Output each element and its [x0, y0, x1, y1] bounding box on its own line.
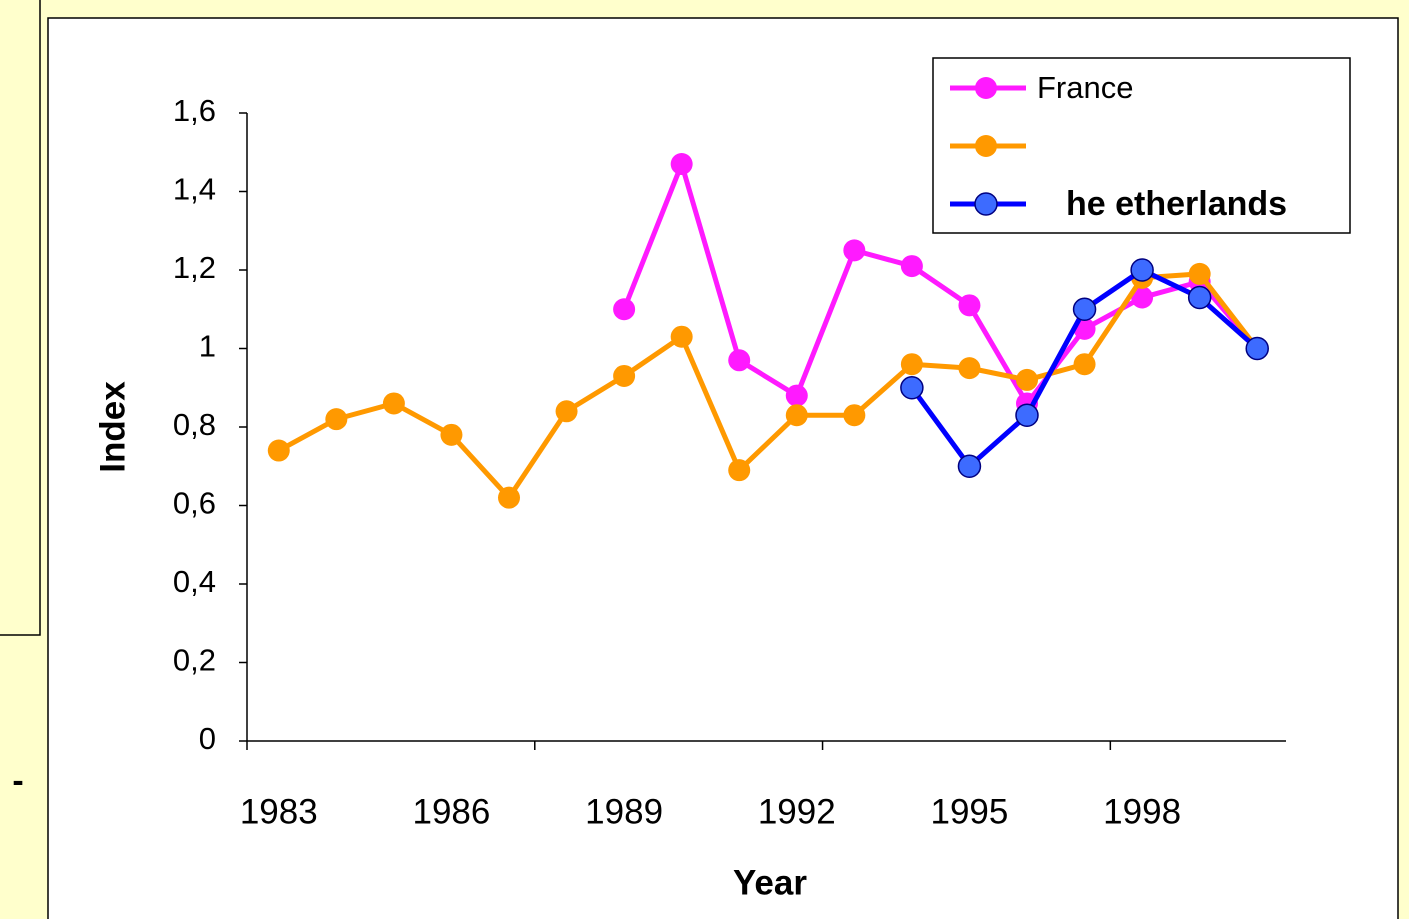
point [1073, 353, 1096, 376]
point [670, 153, 693, 176]
x-tick-label: 1986 [413, 792, 491, 831]
point [440, 423, 463, 446]
point [900, 353, 923, 376]
y-tick-label: 0,6 [173, 486, 216, 521]
legend-marker [975, 135, 997, 157]
point [728, 349, 751, 372]
point [1131, 286, 1154, 309]
point [498, 486, 520, 509]
point [957, 454, 982, 478]
point [958, 294, 981, 317]
y-tick-label: 1,2 [173, 250, 216, 285]
legend-label: France [1037, 70, 1133, 105]
y-tick-label: 0,8 [173, 407, 216, 442]
point [728, 459, 751, 482]
point [785, 384, 808, 407]
point [1016, 368, 1038, 391]
fragment-text: - [12, 762, 23, 800]
point [670, 325, 693, 348]
point [325, 408, 348, 431]
point [900, 376, 924, 400]
point [382, 392, 405, 415]
point [900, 255, 923, 278]
point [1072, 297, 1097, 321]
x-tick-label: 1995 [931, 792, 1009, 831]
point [843, 239, 866, 262]
legend-label: he etherlands [1066, 185, 1287, 223]
x-tick-label: 1983 [240, 792, 318, 831]
point [1188, 262, 1211, 285]
point [843, 404, 866, 427]
y-tick-label: 1,4 [173, 172, 216, 207]
x-axis-title: Year [733, 863, 807, 902]
point [1015, 403, 1039, 427]
y-tick-label: 1,6 [173, 93, 216, 128]
y-tick-label: 1 [199, 329, 216, 364]
y-tick-label: 0,2 [173, 643, 216, 678]
y-axis-title: Index [93, 381, 132, 473]
y-tick-label: 0 [199, 721, 216, 756]
point [785, 404, 808, 427]
point [555, 400, 578, 423]
point [1187, 285, 1212, 310]
x-tick-label: 1998 [1103, 792, 1181, 831]
frame-fragment [0, 0, 41, 636]
point [267, 439, 290, 462]
point [1130, 258, 1154, 282]
point [958, 357, 981, 380]
legend-marker [974, 192, 998, 216]
legend-marker [975, 77, 997, 99]
point [1245, 336, 1269, 361]
y-tick-label: 0,4 [173, 564, 216, 599]
point [613, 364, 636, 387]
x-tick-label: 1989 [585, 792, 663, 831]
x-tick-label: 1992 [758, 792, 836, 831]
point [613, 298, 636, 321]
